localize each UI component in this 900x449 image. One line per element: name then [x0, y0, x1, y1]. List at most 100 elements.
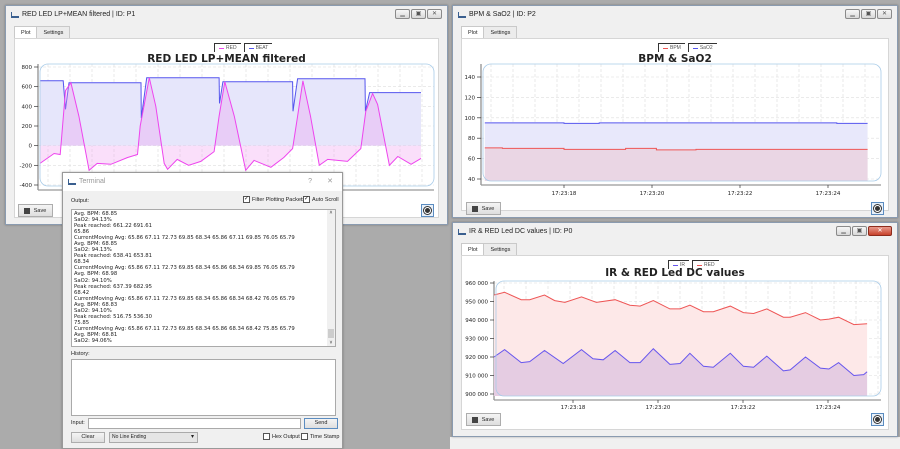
- checkbox-checked-icon: ✓: [243, 196, 250, 203]
- legend-label: BPM: [670, 45, 681, 51]
- checkbox-unchecked-icon: [301, 433, 308, 440]
- legend: BPM SaO2: [658, 43, 717, 52]
- checkbox-label: Hex Output: [272, 433, 300, 440]
- legend-label: IR: [680, 262, 685, 268]
- output-text: Avg. BPM: 68.85 SaO2: 94.13% Peak reached:…: [74, 211, 295, 344]
- output-line: Avg. BPM: 68.81: [74, 331, 118, 338]
- checkbox-checked-icon: ✓: [303, 196, 310, 203]
- legend-label: BEAT: [255, 45, 269, 51]
- output-line: Peak reached: 661.22 691.61: [74, 223, 152, 230]
- output-line: SaO2: 94.06%: [74, 337, 112, 344]
- filter-plotting-checkbox[interactable]: ✓ Filter Plotting Packets: [243, 196, 305, 203]
- send-button[interactable]: Send: [304, 418, 338, 429]
- output-line: Peak reached: 637.39 682.95: [74, 283, 152, 290]
- legend-item-beat[interactable]: BEAT: [243, 43, 273, 52]
- clear-button[interactable]: Clear: [71, 432, 105, 443]
- restore-button[interactable]: ▣: [861, 9, 876, 19]
- save-label: Save: [481, 417, 495, 423]
- time-stamp-checkbox[interactable]: Time Stamp: [301, 433, 339, 440]
- checkbox-label: Time Stamp: [310, 433, 340, 440]
- floppy-icon: [24, 208, 30, 214]
- window-title: RED LED LP+MEAN filtered | ID: P1: [22, 11, 136, 18]
- output-line: 68.34: [74, 259, 90, 266]
- checkbox-label: Auto Scroll: [312, 196, 339, 203]
- minimize-button[interactable]: ▁: [845, 9, 860, 19]
- history-textarea[interactable]: [71, 359, 336, 416]
- save-button[interactable]: Save: [466, 413, 501, 426]
- output-line: Peak reached: 638.41 653.81: [74, 253, 152, 260]
- output-line: Avg. BPM: 68.85: [74, 211, 118, 217]
- auto-scroll-checkbox[interactable]: ✓ Auto Scroll: [303, 196, 339, 203]
- output-line: Peak reached: 516.75 536.30: [74, 313, 152, 320]
- output-line: CurrentMoving Avg: 65.86 67.11 72.73 69.…: [74, 265, 295, 272]
- plot-window-p2: BPM & SaO2 | ID: P2 ▁ ▣ ✕ Plot Settings BPM…: [452, 5, 898, 218]
- legend-item-red[interactable]: RED: [214, 43, 241, 52]
- output-line: CurrentMoving Avg: 65.86 67.11 72.73 69.…: [74, 325, 295, 332]
- output-line: 65.86: [74, 229, 90, 236]
- plot-window-p0: IR & RED Led DC values | ID: P0 ▁ ▣ ✕ Plot…: [452, 222, 898, 437]
- output-line: Avg. BPM: 68.85: [74, 241, 118, 248]
- scroll-down-icon[interactable]: ˅: [329, 340, 333, 346]
- output-line: 75.85: [74, 319, 90, 326]
- legend-item-red[interactable]: RED: [692, 260, 719, 269]
- autoscale-button[interactable]: [871, 413, 884, 426]
- floppy-icon: [472, 206, 478, 212]
- help-button[interactable]: ?: [308, 178, 312, 185]
- tab-settings[interactable]: Settings: [483, 26, 518, 38]
- output-line: 68.42: [74, 289, 90, 296]
- output-line: Avg. BPM: 68.83: [74, 301, 118, 308]
- close-button[interactable]: ✕: [427, 9, 442, 19]
- title-bar[interactable]: RED LED LP+MEAN filtered | ID: P1 ▁ ▣ ✕: [6, 6, 447, 24]
- save-label: Save: [33, 208, 47, 214]
- minimize-button[interactable]: ▁: [836, 226, 851, 236]
- legend-item-sao2[interactable]: SaO2: [687, 43, 717, 52]
- autoscale-button[interactable]: [421, 204, 434, 217]
- chart-icon: [458, 229, 466, 235]
- tab-settings[interactable]: Settings: [36, 26, 71, 38]
- legend-label: RED: [226, 45, 237, 51]
- chart-icon: [11, 12, 19, 18]
- output-scrollbar[interactable]: ˄ ˅: [327, 210, 335, 346]
- autoscale-button[interactable]: [871, 202, 884, 215]
- desktop-strip: [450, 437, 900, 449]
- close-button[interactable]: ✕: [868, 226, 892, 236]
- output-textarea[interactable]: Avg. BPM: 68.85 SaO2: 94.13% Peak reached:…: [71, 209, 336, 347]
- window-title: BPM & SaO2 | ID: P2: [469, 11, 536, 18]
- close-button[interactable]: ✕: [327, 178, 333, 185]
- legend: RED BEAT: [214, 43, 273, 52]
- chart-title: BPM & SaO2: [638, 53, 712, 65]
- checkbox-label: Filter Plotting Packets: [252, 196, 306, 203]
- output-line: SaO2: 94.13%: [74, 217, 112, 224]
- save-button[interactable]: Save: [466, 202, 501, 215]
- floppy-icon: [472, 417, 478, 423]
- minimize-button[interactable]: ▁: [395, 9, 410, 19]
- legend-item-bpm[interactable]: BPM: [658, 43, 685, 52]
- chart-title: RED LED LP+MEAN filtered: [147, 53, 306, 65]
- close-button[interactable]: ✕: [877, 9, 892, 19]
- terminal-window: Terminal ? ✕ Output: ✓ Filter Plotting Pa…: [62, 172, 343, 449]
- restore-button[interactable]: ▣: [411, 9, 426, 19]
- checkbox-unchecked-icon: [263, 433, 270, 440]
- output-line: SaO2: 94.10%: [74, 307, 112, 314]
- chart-title: IR & RED Led DC values: [605, 267, 745, 279]
- title-bar[interactable]: Terminal ? ✕: [63, 173, 342, 191]
- tab-settings[interactable]: Settings: [483, 243, 518, 255]
- output-line: Avg. BPM: 68.98: [74, 271, 118, 278]
- title-bar[interactable]: IR & RED Led DC values | ID: P0 ▁ ▣ ✕: [453, 223, 897, 241]
- save-button[interactable]: Save: [18, 204, 53, 217]
- restore-button[interactable]: ▣: [852, 226, 867, 236]
- legend-label: RED: [704, 262, 715, 268]
- chart-icon: [458, 12, 466, 18]
- scroll-up-icon[interactable]: ˄: [329, 210, 333, 216]
- hex-output-checkbox[interactable]: Hex Output: [263, 433, 300, 440]
- terminal-icon: [68, 179, 76, 185]
- output-line: CurrentMoving Avg: 65.86 67.11 72.73 69.…: [74, 235, 295, 242]
- title-bar[interactable]: BPM & SaO2 | ID: P2 ▁ ▣ ✕: [453, 6, 897, 24]
- line-ending-select[interactable]: No Line Ending: [109, 432, 198, 443]
- input-field[interactable]: [88, 418, 301, 429]
- output-label: Output:: [71, 198, 90, 204]
- legend-item-ir[interactable]: IR: [668, 260, 689, 269]
- scroll-thumb[interactable]: [328, 329, 334, 338]
- legend: IR RED: [668, 260, 719, 269]
- save-label: Save: [481, 206, 495, 212]
